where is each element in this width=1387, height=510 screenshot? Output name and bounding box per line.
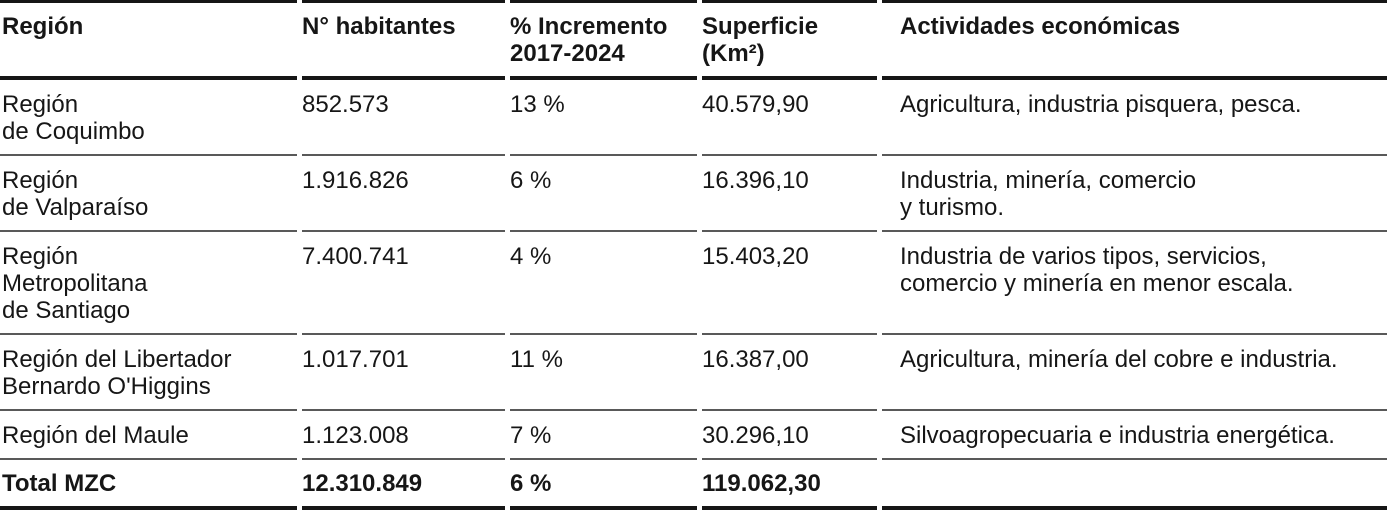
cell-superficie: 30.296,10: [702, 411, 877, 460]
header-region: Región: [0, 0, 297, 80]
cell-incremento: 4 %: [510, 232, 697, 335]
cell-region: Región Metropolitana de Santiago: [0, 232, 297, 335]
total-incremento: 6 %: [510, 460, 697, 510]
cell-incremento: 6 %: [510, 156, 697, 232]
cell-superficie: 40.579,90: [702, 80, 877, 156]
cell-incremento: 11 %: [510, 335, 697, 411]
cell-region: Región de Coquimbo: [0, 80, 297, 156]
header-superficie: Superficie (Km²): [702, 0, 877, 80]
cell-incremento: 13 %: [510, 80, 697, 156]
header-habitantes: N° habitantes: [302, 0, 505, 80]
cell-actividades: Silvoagropecuaria e industria energética…: [882, 411, 1387, 460]
header-row: Región N° habitantes % Incremento 2017-2…: [0, 0, 1387, 80]
cell-actividades: Industria de varios tipos, servicios, co…: [882, 232, 1387, 335]
table-row: Región de Valparaíso 1.916.826 6 % 16.39…: [0, 156, 1387, 232]
total-superficie: 119.062,30: [702, 460, 877, 510]
cell-superficie: 16.387,00: [702, 335, 877, 411]
total-actividades: [882, 460, 1387, 510]
cell-region: Región de Valparaíso: [0, 156, 297, 232]
table-row: Región del Maule 1.123.008 7 % 30.296,10…: [0, 411, 1387, 460]
cell-actividades: Industria, minería, comercio y turismo.: [882, 156, 1387, 232]
cell-habitantes: 1.916.826: [302, 156, 505, 232]
cell-habitantes: 1.123.008: [302, 411, 505, 460]
cell-region: Región del Maule: [0, 411, 297, 460]
header-incremento: % Incremento 2017-2024: [510, 0, 697, 80]
table-row: Región de Coquimbo 852.573 13 % 40.579,9…: [0, 80, 1387, 156]
cell-habitantes: 7.400.741: [302, 232, 505, 335]
cell-actividades: Agricultura, minería del cobre e industr…: [882, 335, 1387, 411]
cell-superficie: 16.396,10: [702, 156, 877, 232]
cell-actividades: Agricultura, industria pisquera, pesca.: [882, 80, 1387, 156]
table-row: Región del Libertador Bernardo O'Higgins…: [0, 335, 1387, 411]
cell-incremento: 7 %: [510, 411, 697, 460]
cell-superficie: 15.403,20: [702, 232, 877, 335]
total-row: Total MZC 12.310.849 6 % 119.062,30: [0, 460, 1387, 510]
table-row: Región Metropolitana de Santiago 7.400.7…: [0, 232, 1387, 335]
cell-habitantes: 852.573: [302, 80, 505, 156]
header-actividades: Actividades económicas: [882, 0, 1387, 80]
cell-habitantes: 1.017.701: [302, 335, 505, 411]
total-habitantes: 12.310.849: [302, 460, 505, 510]
total-label: Total MZC: [0, 460, 297, 510]
cell-region: Región del Libertador Bernardo O'Higgins: [0, 335, 297, 411]
